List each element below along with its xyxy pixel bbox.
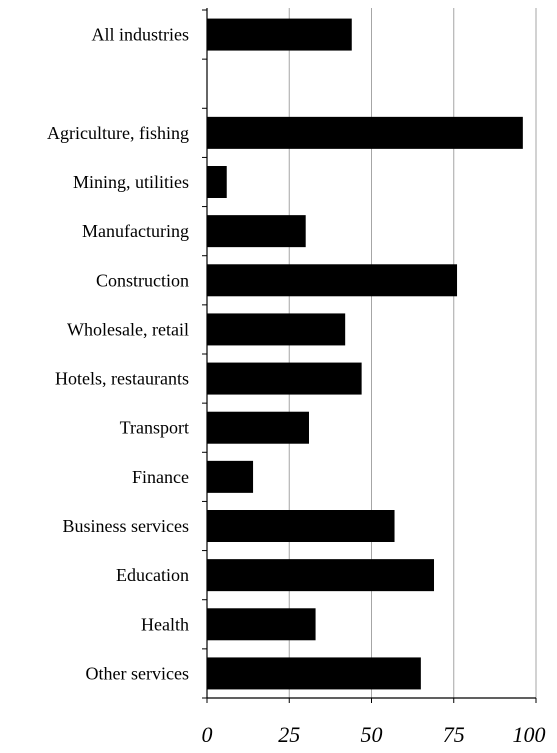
bar-construction [207, 264, 458, 297]
x-tick-label: 75 [443, 722, 465, 747]
bar-manufacturing [207, 215, 306, 248]
category-labels: All industries Agriculture, fishing Mining… [47, 25, 189, 684]
bar-health [207, 608, 316, 641]
bar-all-industries [207, 18, 352, 51]
category-label: Finance [132, 467, 189, 487]
bar-transport [207, 411, 309, 444]
bars [207, 18, 523, 690]
category-label: Health [141, 614, 189, 634]
category-label: Hotels, restaurants [55, 369, 189, 389]
category-label: All industries [92, 25, 190, 45]
gridlines [288, 8, 537, 698]
bar-wholesale-retail [207, 313, 346, 346]
bar-agriculture-fishing [207, 116, 523, 149]
category-label: Other services [86, 663, 189, 683]
bar-hotels-restaurants [207, 362, 362, 395]
category-label: Agriculture, fishing [47, 123, 189, 143]
category-label: Mining, utilities [73, 172, 189, 192]
category-label: Business services [63, 516, 189, 536]
x-tick-labels: 0 25 50 75 100 [202, 722, 546, 747]
x-tick-label: 50 [361, 722, 383, 747]
category-label: Wholesale, retail [67, 319, 189, 339]
bar-other-services [207, 657, 421, 690]
x-tick-label: 25 [278, 722, 300, 747]
category-label: Education [116, 565, 189, 585]
bar-mining-utilities [207, 166, 227, 198]
category-label: Manufacturing [82, 221, 189, 241]
x-tick-label: 0 [202, 722, 213, 747]
bar-education [207, 559, 435, 592]
category-label: Construction [96, 270, 189, 290]
bar-finance [207, 460, 254, 493]
category-label: Transport [120, 418, 189, 438]
axes [202, 8, 537, 703]
x-tick-label: 100 [513, 722, 546, 747]
bar-business-services [207, 510, 395, 542]
